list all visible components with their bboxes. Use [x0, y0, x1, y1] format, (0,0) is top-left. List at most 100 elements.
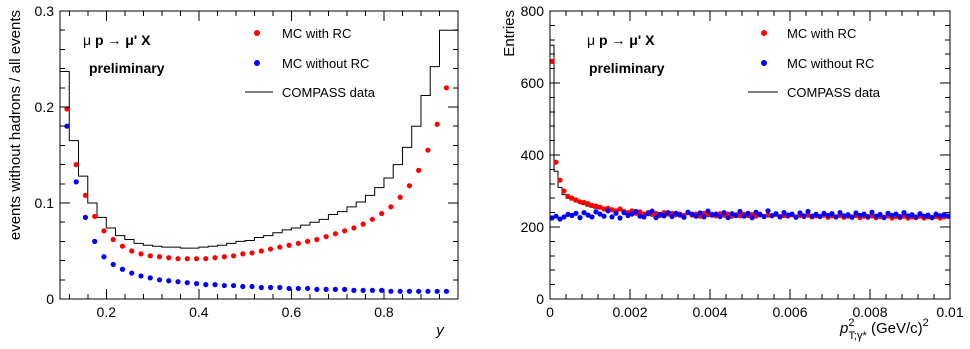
left-mc-norc-point: [184, 280, 190, 286]
right-mc-norc-point: [677, 212, 683, 218]
left-mc-norc-point: [240, 283, 246, 290]
right-mc-norc-point: [577, 199, 583, 205]
right-x-tick-label: 0.002: [612, 304, 647, 320]
left-mc-norc-point: [416, 167, 422, 173]
right-mc-norc-point: [601, 206, 607, 212]
right-legend-label-compass: COMPASS data: [787, 85, 881, 100]
left-mc-norc-point: [240, 251, 246, 257]
right-mc-norc-point: [941, 212, 947, 218]
right-chart-panel: 0 200 400 600 800 0 0.002 0.004 0.006 0.008 0.01 μ…: [501, 3, 964, 342]
left-mc-norc-point: [73, 162, 79, 168]
right-mc-norc-point: [589, 214, 595, 220]
right-axes: 0 200 400 600 800 0 0.002 0.004 0.006 0.008 0.01: [521, 3, 964, 320]
right-mc-norc-point: [705, 212, 711, 218]
left-x-axis-title: y: [435, 322, 445, 339]
right-y-axis-title: Entries: [501, 10, 518, 57]
right-mc-norc-point: [557, 177, 563, 183]
right-mc-norc-point: [869, 209, 875, 215]
left-axes: 0 0.1 0.2 0.3 0.2 0.4 0.6 0.8: [35, 3, 459, 320]
left-y-tick-label: 0.3: [35, 3, 55, 19]
left-mc-norc-point: [193, 256, 200, 262]
right-mc-norc-point: [817, 213, 823, 220]
left-mc-norc-point: [92, 238, 98, 244]
left-mc-norc-point: [360, 221, 366, 227]
left-mc-norc-point: [166, 278, 172, 284]
right-mc-norc-point: [865, 213, 871, 220]
right-mc-norc-point: [801, 213, 807, 219]
left-mc-norc-point: [369, 287, 375, 293]
left-mc-norc-point: [64, 123, 70, 129]
left-mc-norc-point: [267, 246, 274, 252]
right-x-tick-label: 0.004: [692, 304, 727, 320]
right-mc-norc-point: [565, 211, 571, 217]
left-mc-norc-point: [332, 286, 338, 292]
right-mc-norc-point: [553, 159, 559, 165]
left-mc-norc-point: [129, 248, 135, 254]
left-mc-norc-point: [230, 253, 237, 259]
right-mc-norc-point: [737, 208, 743, 215]
left-mc-norc-point: [221, 254, 227, 260]
left-mc-norc-point: [434, 288, 440, 294]
right-mc-norc-point: [929, 215, 935, 221]
left-mc-norc-point: [314, 286, 320, 292]
right-mc-norc-point: [777, 214, 783, 220]
right-mc-norc-point: [585, 212, 591, 218]
left-legend-label-mc-norc: MC without RC: [282, 56, 369, 71]
left-mc-norc-point: [323, 234, 329, 240]
right-mc-norc-point: [617, 215, 623, 221]
left-mc-norc-point: [397, 288, 403, 294]
left-mc-norc-point: [406, 183, 413, 189]
left-mc-norc-point: [64, 106, 70, 112]
right-mc-norc-point: [665, 210, 671, 216]
right-mc-norc-point: [837, 210, 843, 216]
right-mc-norc-point: [705, 208, 711, 214]
left-mc-norc-point: [156, 277, 163, 283]
left-mc-norc-point: [267, 284, 274, 291]
left-mc-norc-point: [360, 287, 366, 293]
right-mc-norc-point: [573, 197, 579, 203]
right-mc-norc-point: [669, 213, 675, 220]
right-mc-norc-point: [613, 210, 619, 216]
right-mc-norc-point: [689, 211, 695, 217]
left-mc-norc-point: [92, 213, 98, 220]
right-mc-norc-point: [885, 210, 891, 216]
left-mc-norc-point: [110, 236, 116, 243]
right-mc-norc-point: [589, 202, 595, 208]
right-mc-norc-point: [901, 213, 907, 219]
left-mc-norc-point: [119, 266, 126, 272]
left-mc-norc-point: [342, 228, 348, 234]
left-y-tick-label: 0.1: [35, 195, 55, 211]
right-mc-norc-point: [653, 215, 659, 221]
right-mc-norc-point: [805, 208, 811, 215]
left-mc-norc-point: [230, 282, 237, 289]
left-mc-norc-point: [351, 287, 357, 293]
right-mc-norc-point: [581, 210, 587, 216]
left-mc-norc-point: [249, 283, 255, 290]
right-mc-norc-point: [609, 214, 615, 220]
left-mc-norc-point: [258, 284, 264, 291]
left-mc-norc-point: [258, 248, 264, 254]
right-mc-norc-point: [637, 213, 643, 219]
right-mc-norc-point: [905, 213, 911, 219]
right-process-label-text: μ p → μ' X: [587, 32, 655, 48]
left-mc-norc-point: [425, 147, 431, 153]
right-frame: [549, 10, 951, 300]
right-mc-norc-point: [753, 209, 759, 215]
right-mc-norc-point: [825, 212, 831, 219]
left-chart-panel: 0 0.1 0.2 0.3 0.2 0.4 0.6 0.8 μ p → μ' X prelim…: [7, 3, 459, 339]
right-y-tick-label: 400: [521, 147, 545, 163]
left-mc-norc-point: [119, 243, 126, 249]
right-mc-norc-point: [821, 210, 827, 216]
right-mc-norc-point: [761, 213, 767, 220]
left-mc-norc-point: [416, 288, 422, 294]
left-mc-norc-point: [166, 255, 172, 261]
right-mc-norc-point: [789, 211, 795, 217]
right-mc-norc-point: [609, 207, 615, 213]
right-mc-norc-point: [757, 212, 763, 218]
right-mc-norc-point: [809, 213, 815, 219]
left-mc-norc-point: [342, 286, 348, 292]
right-mc-norc-point: [729, 211, 735, 217]
right-mc-norc-point: [913, 214, 919, 220]
right-mc-norc-point: [753, 213, 759, 219]
left-process-label-text: μ p → μ' X: [83, 32, 151, 48]
